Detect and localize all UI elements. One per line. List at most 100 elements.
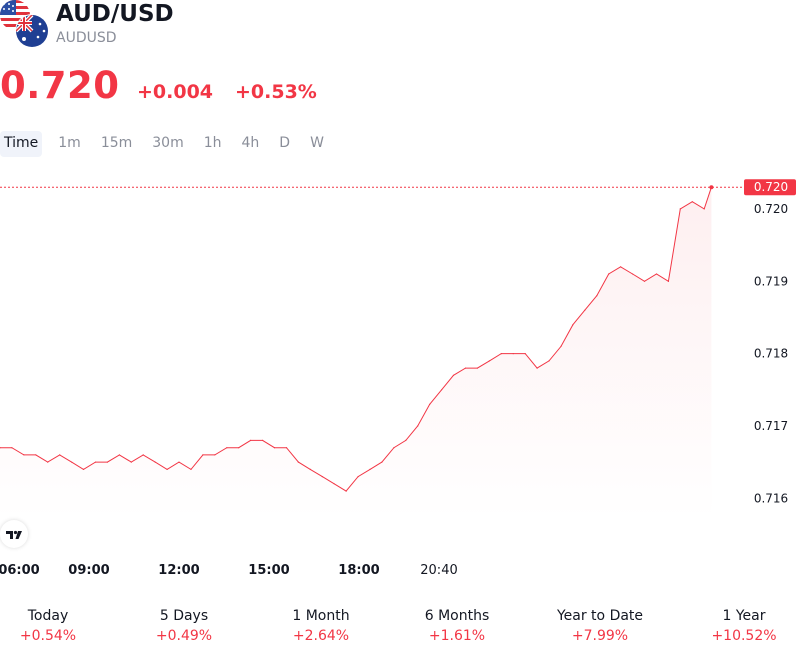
price-point [417,425,419,427]
usd-aud-flags-icon [0,0,50,50]
x-tick-label: 06:00 [0,563,40,578]
price-point [35,454,37,456]
price-point [0,447,1,449]
last-price: 0.720 [0,64,120,107]
price-point [655,273,658,275]
performance-summary: Today +0.54% 5 Days +0.49% 1 Month +2.64… [0,608,800,652]
price-point [643,280,646,282]
price-change-percent: +0.53% [235,81,317,103]
perf-label: 1 Month [292,608,350,624]
price-point [476,367,478,369]
price-point [381,461,383,463]
y-tick-label: 0.717 [754,419,788,433]
price-point [214,454,216,456]
price-point [572,324,574,326]
price-point [321,476,323,478]
price-point [345,490,347,492]
x-tick-label: 20:40 [420,563,457,578]
price-point [632,273,634,275]
price-point [154,461,156,463]
x-tick-label: 15:00 [248,563,289,578]
perf-value: +0.54% [19,628,77,644]
y-tick-label: 0.716 [754,491,788,505]
price-point [106,461,108,463]
perf-year-to-date[interactable]: Year to Date +7.99% [540,608,660,644]
price-point [536,367,538,369]
perf-value: +1.61% [428,628,486,644]
price-point [118,454,120,456]
perf-label: 5 Days [159,608,209,624]
timeframe-tabs: Time 1m 15m 30m 1h 4h D W [0,131,324,157]
price-point [667,280,670,282]
price-point [452,374,455,376]
tab-w[interactable]: W [310,135,324,151]
perf-value: +2.64% [292,628,350,644]
tradingview-logo-icon[interactable] [0,520,28,548]
price-point [584,309,586,311]
price-chart[interactable]: 0.720 0.719 0.718 0.717 0.716 06:00 09:00 12:0… [0,170,800,590]
last-price-badge [744,179,796,196]
perf-1-month[interactable]: 1 Month +2.64% [261,608,381,644]
price-point [608,273,610,275]
price-point [273,447,276,449]
perf-value: +7.99% [571,628,629,644]
price-point [357,476,359,478]
price-point [405,439,407,441]
price-point [429,403,431,405]
tab-4h[interactable]: 4h [241,135,260,151]
tab-15m[interactable]: 15m [100,135,133,151]
price-point [297,461,299,463]
price-point [524,353,526,355]
symbol-ticker: AUDUSD [56,30,117,46]
price-point [691,201,693,203]
perf-5-days[interactable]: 5 Days +0.49% [124,608,244,644]
price-point [500,353,502,355]
price-point [709,185,714,190]
y-tick-label: 0.718 [754,347,788,361]
price-point [166,468,168,470]
perf-label: 6 Months [424,608,490,624]
price-point [178,461,180,463]
tab-d[interactable]: D [279,135,291,151]
price-point [23,454,25,456]
price-point [488,360,490,362]
price-point [309,468,311,470]
perf-label: Today [27,608,69,624]
price-point [250,439,252,441]
tab-1h[interactable]: 1h [203,135,222,151]
perf-value: +0.49% [155,628,213,644]
last-price-badge-label: 0.720 [754,180,788,194]
tab-1m[interactable]: 1m [58,135,81,151]
price-point [285,447,288,449]
price-point [512,353,514,355]
price-point [94,461,97,463]
x-tick-label: 12:00 [158,563,199,578]
perf-today[interactable]: Today +0.54% [0,608,108,644]
price-point [47,461,49,463]
price-point [441,389,443,391]
price-point [703,208,705,210]
price-point [59,454,61,456]
perf-6-months[interactable]: 6 Months +1.61% [397,608,517,644]
perf-label: 1 Year [722,608,766,624]
tab-time[interactable]: Time [0,131,43,157]
price-point [142,454,144,456]
price-point [369,468,371,470]
page-title: AUD/USD [56,1,174,27]
x-tick-label: 09:00 [68,563,109,578]
perf-1-year[interactable]: 1 Year +10.52% [684,608,800,644]
tab-30m[interactable]: 30m [152,135,184,151]
price-point [130,461,132,463]
price-point [333,483,335,485]
price-point [190,468,192,470]
y-tick-label: 0.719 [754,274,788,288]
x-tick-label: 18:00 [338,563,379,578]
price-point [71,461,73,463]
price-point [238,447,240,449]
price-point [393,447,395,449]
price-point [679,208,681,210]
price-change-absolute: +0.004 [137,81,214,103]
price-point [620,266,622,268]
price-point [82,468,85,470]
price-point [226,447,228,449]
